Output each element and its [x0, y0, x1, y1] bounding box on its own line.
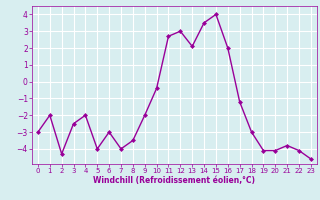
X-axis label: Windchill (Refroidissement éolien,°C): Windchill (Refroidissement éolien,°C) [93, 176, 255, 185]
